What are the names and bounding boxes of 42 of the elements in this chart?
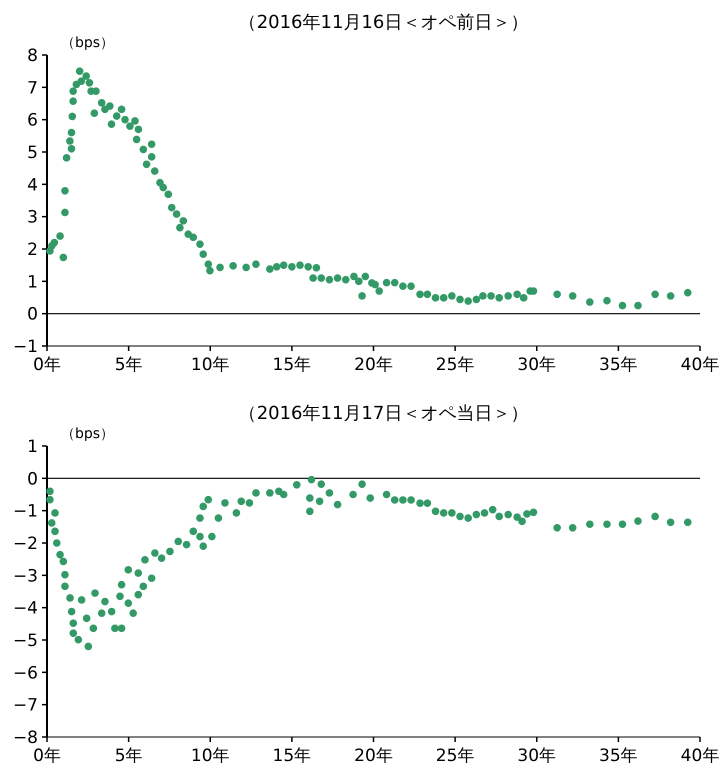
y-tick-label: −7 (12, 696, 38, 716)
x-tick-label: 35年 (599, 355, 638, 375)
y-tick-label: 0 (27, 469, 38, 490)
y-axis-title: （bps） (61, 35, 114, 51)
x-tick-label: 30年 (517, 355, 556, 375)
x-tick-label: 25年 (436, 746, 474, 766)
x-tick-label: 25年 (436, 355, 474, 375)
x-tick-label: 40年 (680, 746, 720, 766)
x-tick-label: 20年 (354, 355, 393, 375)
y-tick-label: 3 (27, 208, 38, 228)
x-tick-label: 35年 (599, 746, 638, 766)
x-tick-label: 10年 (190, 746, 230, 766)
x-tick-label: 15年 (272, 355, 312, 375)
y-tick-label: 4 (27, 175, 38, 196)
y-tick-label: 1 (27, 272, 38, 292)
y-tick-label: −6 (12, 663, 38, 684)
chart-title: （2016年11月16日＜オペ前日＞） (238, 12, 528, 33)
chart-title: （2016年11月17日＜オペ当日＞） (238, 403, 528, 424)
y-tick-label: 6 (27, 110, 38, 131)
x-tick-label: 5年 (114, 355, 143, 375)
x-tick-label: 40年 (680, 355, 720, 375)
x-tick-label: 20年 (354, 746, 393, 766)
x-tick-label: 0年 (33, 746, 61, 766)
x-tick-label: 15年 (272, 746, 312, 766)
y-tick-label: −4 (12, 598, 38, 619)
x-tick-label: 0年 (33, 355, 61, 375)
x-tick-label: 10年 (190, 355, 230, 375)
x-tick-label: 30年 (517, 746, 556, 766)
y-tick-label: 8 (27, 46, 38, 66)
y-tick-label: −5 (12, 631, 38, 651)
y-tick-label: −1 (12, 337, 38, 357)
y-tick-label: −3 (12, 566, 38, 586)
x-tick-label: 5年 (114, 746, 143, 766)
y-tick-label: −2 (12, 534, 38, 554)
y-axis-title: （bps） (61, 426, 114, 442)
y-tick-label: 2 (27, 240, 38, 260)
y-tick-label: −8 (12, 728, 38, 748)
y-tick-label: 5 (27, 143, 38, 163)
y-tick-label: 0 (27, 304, 38, 325)
y-tick-label: −1 (12, 502, 38, 522)
y-tick-label: 1 (27, 437, 38, 457)
y-tick-label: 7 (27, 78, 38, 98)
